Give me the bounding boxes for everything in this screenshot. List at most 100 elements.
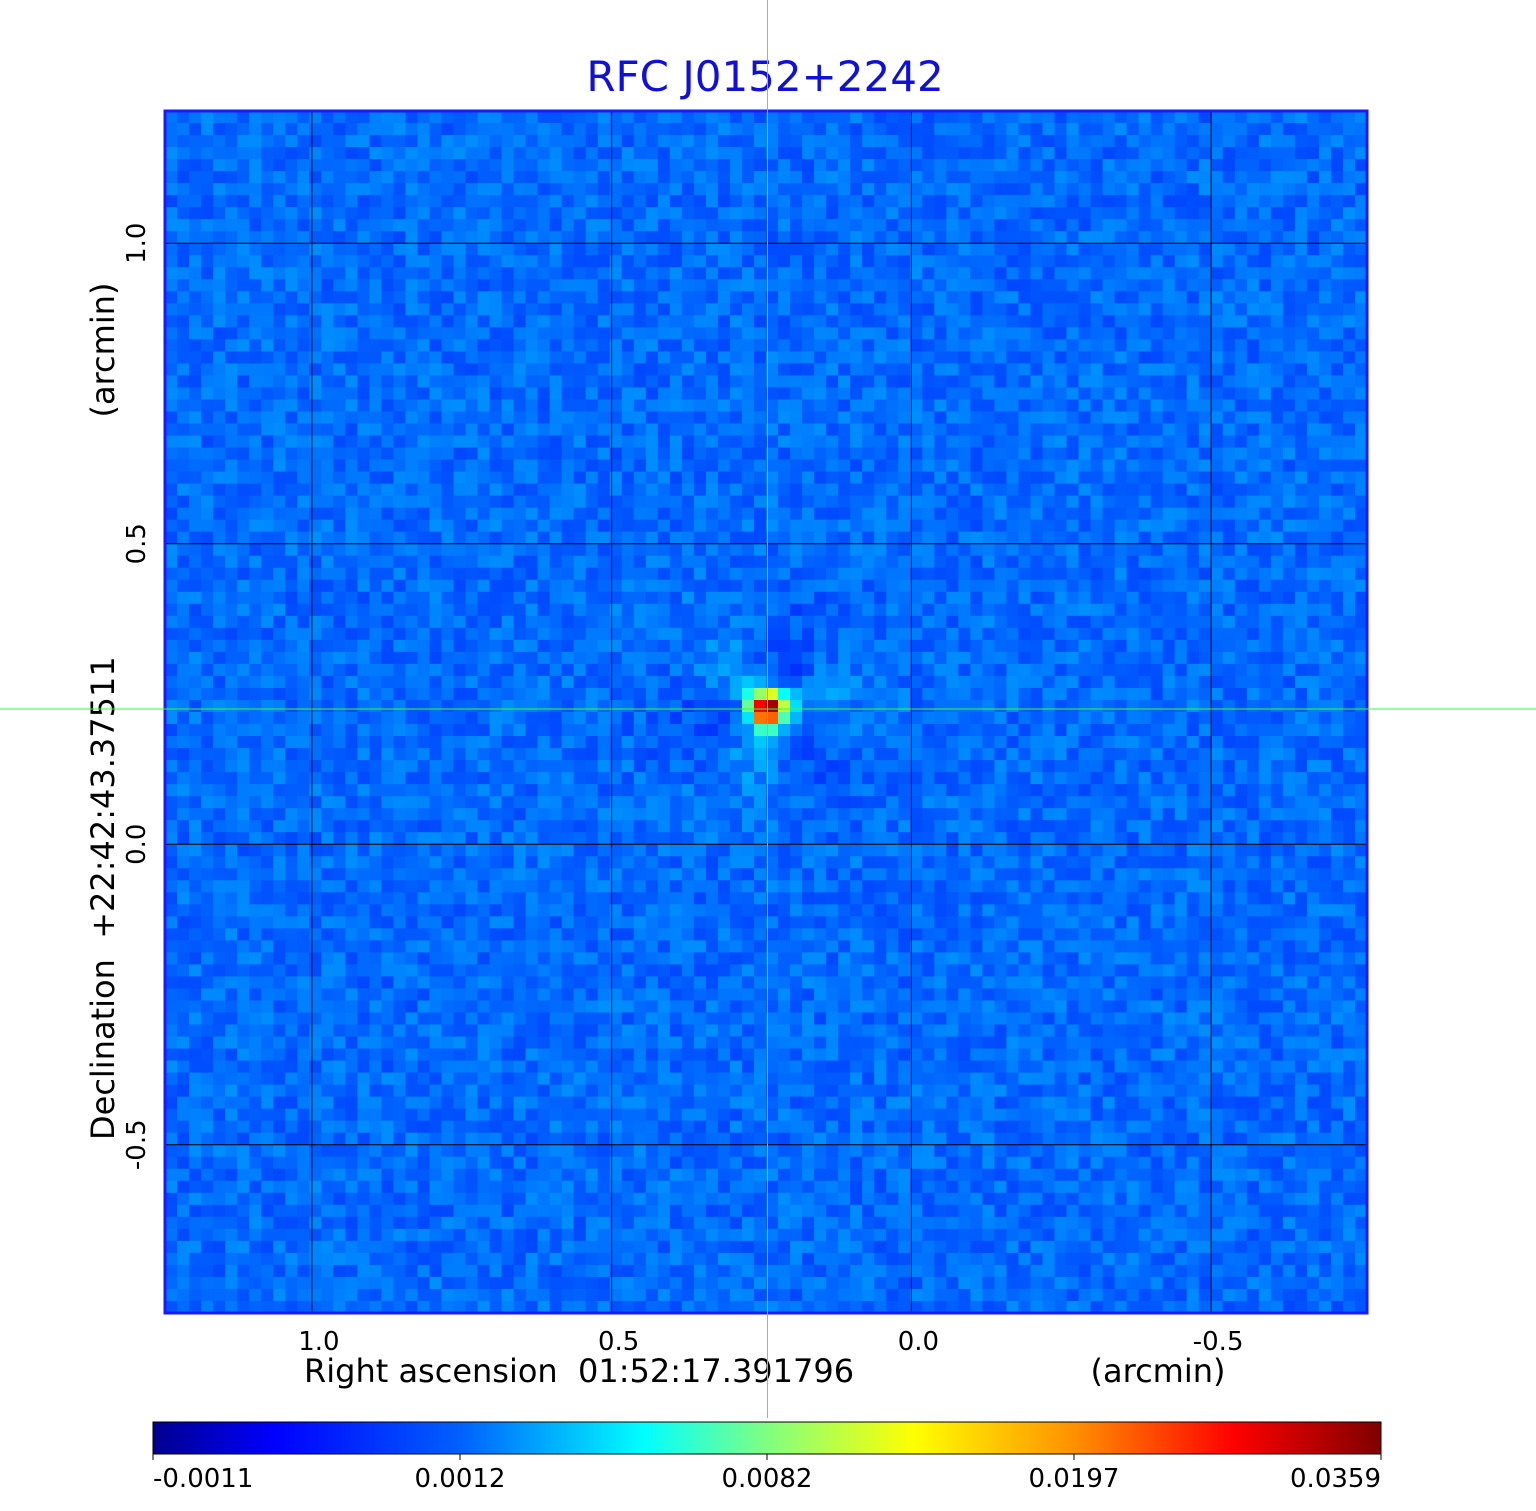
image-pixel <box>333 579 346 593</box>
image-pixel <box>826 459 839 473</box>
image-pixel <box>333 171 346 184</box>
image-pixel <box>573 207 587 220</box>
image-pixel <box>753 207 767 220</box>
image-pixel <box>1306 651 1320 665</box>
image-pixel <box>874 243 887 256</box>
image-pixel <box>874 651 887 665</box>
image-pixel <box>1330 135 1344 148</box>
image-pixel <box>886 423 899 437</box>
image-pixel <box>1246 375 1260 389</box>
image-pixel <box>1282 291 1296 304</box>
image-pixel <box>970 219 983 232</box>
image-pixel <box>225 171 238 184</box>
image-pixel <box>1234 435 1248 449</box>
image-pixel <box>633 675 647 689</box>
image-pixel <box>1246 183 1260 196</box>
image-pixel <box>597 651 611 665</box>
image-pixel <box>886 159 899 172</box>
image-pixel <box>549 507 563 521</box>
image-pixel <box>729 123 743 136</box>
image-pixel <box>1282 387 1296 401</box>
image-pixel <box>321 327 334 340</box>
image-pixel <box>729 183 743 196</box>
image-pixel <box>994 555 1007 569</box>
image-pixel <box>1150 147 1164 160</box>
image-pixel <box>657 675 671 689</box>
image-pixel <box>753 639 767 653</box>
image-pixel <box>405 531 419 545</box>
image-pixel <box>766 531 779 545</box>
image-pixel <box>1066 411 1080 425</box>
image-pixel <box>681 267 695 280</box>
image-pixel <box>609 603 623 617</box>
image-pixel <box>1198 291 1212 304</box>
image-pixel <box>753 183 767 196</box>
image-pixel <box>1258 171 1272 184</box>
image-pixel <box>501 267 515 280</box>
image-pixel <box>717 387 731 401</box>
image-pixel <box>886 663 899 677</box>
image-pixel <box>393 519 406 533</box>
image-pixel <box>838 687 851 701</box>
image-pixel <box>814 207 827 220</box>
image-pixel <box>213 567 226 581</box>
image-pixel <box>1234 519 1248 533</box>
image-pixel <box>165 375 178 389</box>
image-pixel <box>549 279 563 292</box>
image-pixel <box>357 615 370 629</box>
image-pixel <box>1234 687 1248 701</box>
image-pixel <box>561 663 575 677</box>
image-pixel <box>1198 471 1212 485</box>
image-pixel <box>681 111 695 124</box>
image-pixel <box>537 495 551 509</box>
image-pixel <box>525 555 539 569</box>
image-pixel <box>910 159 923 172</box>
image-pixel <box>705 291 719 304</box>
image-pixel <box>1342 423 1356 437</box>
image-pixel <box>273 351 286 365</box>
image-pixel <box>1258 615 1272 629</box>
image-pixel <box>1054 591 1068 605</box>
image-pixel <box>802 303 815 316</box>
image-pixel <box>910 375 923 389</box>
image-pixel <box>669 579 683 593</box>
image-pixel <box>1006 195 1020 208</box>
image-pixel <box>1294 363 1308 377</box>
image-pixel <box>237 123 250 136</box>
image-pixel <box>717 435 731 449</box>
image-pixel <box>621 363 635 377</box>
image-pixel <box>753 699 767 713</box>
image-pixel <box>1222 399 1236 413</box>
image-pixel <box>982 507 995 521</box>
image-pixel <box>934 315 947 328</box>
image-pixel <box>790 675 803 689</box>
image-pixel <box>1198 315 1212 328</box>
image-pixel <box>357 579 370 593</box>
image-pixel <box>333 543 346 557</box>
image-pixel <box>1354 495 1368 509</box>
image-pixel <box>705 615 719 629</box>
image-pixel <box>213 495 226 509</box>
image-pixel <box>177 471 190 485</box>
image-pixel <box>958 639 971 653</box>
image-pixel <box>633 387 647 401</box>
image-pixel <box>465 663 479 677</box>
image-pixel <box>1030 399 1044 413</box>
image-pixel <box>1270 255 1284 268</box>
image-pixel <box>537 687 551 701</box>
image-pixel <box>1330 447 1344 461</box>
image-pixel <box>597 579 611 593</box>
image-pixel <box>501 339 515 352</box>
image-pixel <box>1198 459 1212 473</box>
image-pixel <box>1330 579 1344 593</box>
image-pixel <box>333 231 346 244</box>
image-pixel <box>393 255 406 268</box>
image-pixel <box>333 423 346 437</box>
image-pixel <box>1342 183 1356 196</box>
image-pixel <box>1306 243 1320 256</box>
image-pixel <box>1330 243 1344 256</box>
image-pixel <box>1306 267 1320 280</box>
image-pixel <box>1294 471 1308 485</box>
image-pixel <box>705 159 719 172</box>
image-pixel <box>657 111 671 124</box>
